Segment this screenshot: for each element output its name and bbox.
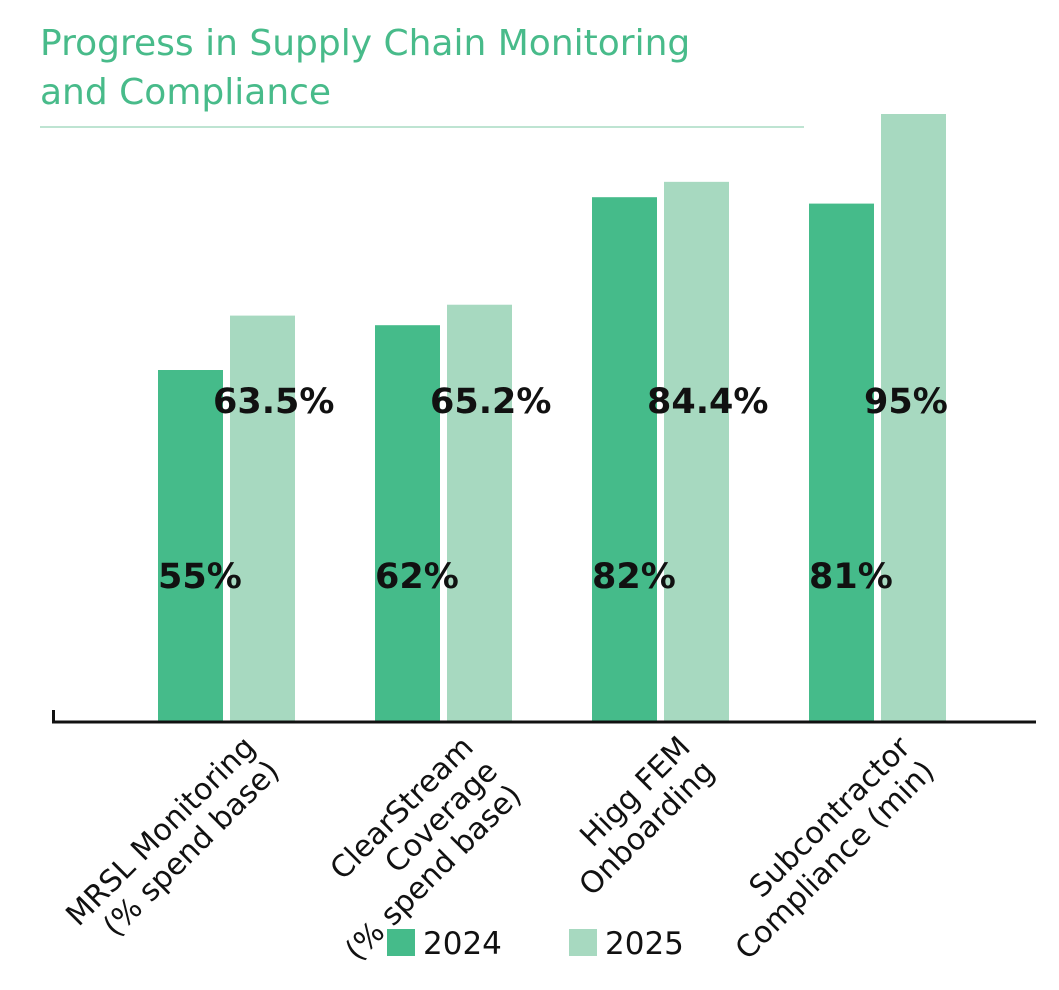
bar-2024-0 <box>158 370 223 722</box>
bar-2024-2 <box>592 197 657 722</box>
bar-2025-2 <box>664 181 729 723</box>
bars-layer <box>158 114 946 723</box>
category-label-3-line-1: Compliance (min) <box>729 754 942 967</box>
bar-2024-1 <box>375 325 440 722</box>
data-label-2025-1: 65.2% <box>430 382 551 422</box>
bar-2025-1 <box>447 304 512 722</box>
legend-swatch-2025 <box>569 929 597 956</box>
bar-2024-3 <box>809 203 874 723</box>
bar-2025-0 <box>230 315 295 722</box>
data-label-2025-0: 63.5% <box>213 382 334 422</box>
data-label-2024-3: 81% <box>809 557 893 597</box>
bar-2025-3 <box>881 114 946 722</box>
category-label-0: MRSL Monitoring(% spend base) <box>59 730 286 944</box>
data-label-2025-2: 84.4% <box>647 382 768 422</box>
legend: 2024 2025 <box>387 926 684 962</box>
legend-swatch-2024 <box>387 929 415 956</box>
data-label-2024-0: 55% <box>158 557 242 597</box>
data-labels-layer: 55% 63.5% 62% 65.2% 82% 84.4% 81% 95% <box>158 382 948 597</box>
data-label-2025-3: 95% <box>864 382 948 422</box>
data-label-2024-2: 82% <box>592 557 676 597</box>
data-label-2024-1: 62% <box>375 557 459 597</box>
legend-label-2024: 2024 <box>423 926 502 962</box>
legend-label-2025: 2025 <box>605 926 684 962</box>
chart-title: Progress in Supply Chain Monitoring and … <box>40 23 690 113</box>
chart-title-line-2: and Compliance <box>40 72 331 113</box>
chart-title-line-1: Progress in Supply Chain Monitoring <box>40 23 690 64</box>
x-axis <box>52 710 1036 724</box>
